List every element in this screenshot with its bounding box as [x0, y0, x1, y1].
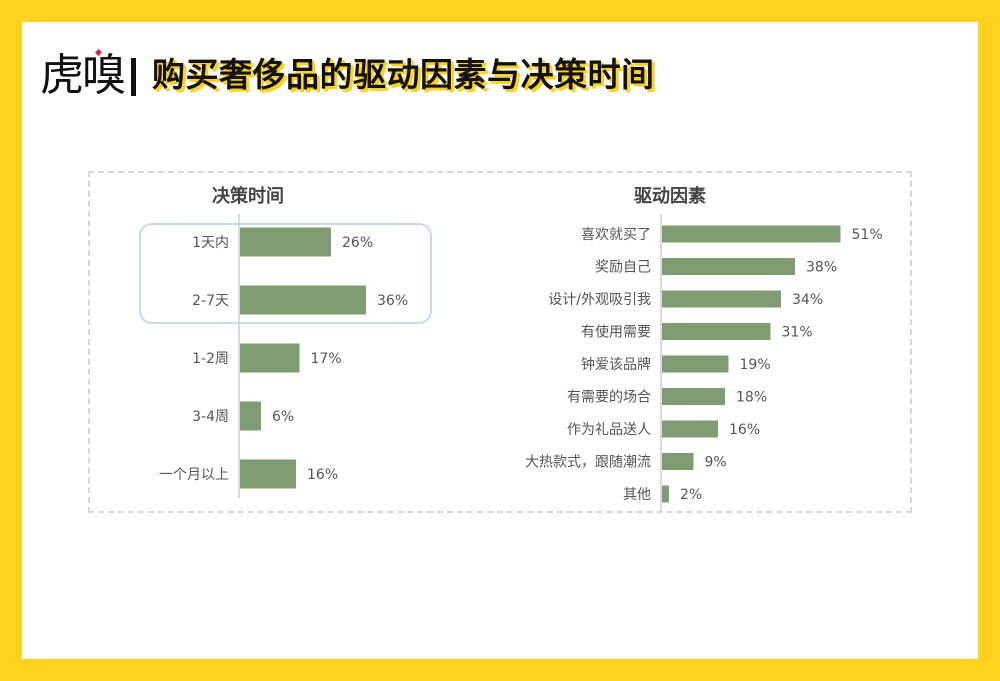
value-label: 36% — [377, 293, 408, 309]
category-label: 钟爱该品牌 — [581, 356, 651, 373]
category-label: 设计/外观吸引我 — [548, 292, 651, 308]
value-label: 38% — [806, 260, 837, 276]
bar — [662, 485, 669, 503]
category-label: 作为礼品送人 — [567, 422, 651, 438]
brand-logo: 虎嗅 — [40, 50, 126, 101]
category-label: 一个月以上 — [159, 467, 229, 483]
chart-title: 决策时间 — [212, 185, 284, 207]
content-card: 虎嗅 购买奢侈品的驱动因素与决策时间 — [22, 22, 978, 659]
bar — [662, 225, 841, 243]
value-label: 31% — [782, 325, 813, 341]
bar — [662, 388, 725, 405]
bar — [240, 227, 331, 257]
title-separator — [131, 58, 136, 96]
bar — [662, 323, 771, 340]
value-label: 17% — [311, 351, 342, 367]
page-title: 购买奢侈品的驱动因素与决策时间 — [152, 55, 655, 94]
bar — [662, 258, 795, 275]
decision-time-chart: 决策时间 1天内 26% 2-7天 36% 1-2周 17% 3-4周 6% 一个月以上 16% — [139, 185, 432, 498]
value-label: 18% — [736, 390, 767, 406]
bar — [240, 343, 300, 373]
value-label: 16% — [307, 467, 338, 483]
value-label: 9% — [705, 455, 727, 471]
value-label: 16% — [729, 422, 760, 438]
chart-panel — [88, 171, 912, 513]
category-label: 有使用需要 — [581, 324, 651, 341]
category-label: 大热款式，跟随潮流 — [525, 455, 651, 471]
bar — [662, 453, 694, 470]
bar — [662, 290, 781, 308]
bar — [240, 401, 261, 431]
bar — [662, 355, 729, 373]
bar — [240, 285, 366, 315]
value-label: 34% — [792, 292, 823, 308]
category-label: 1天内 — [192, 235, 229, 251]
value-label: 6% — [272, 409, 294, 425]
category-label: 1-2周 — [192, 351, 229, 367]
bar — [240, 459, 296, 489]
value-label: 26% — [342, 235, 373, 251]
category-label: 2-7天 — [192, 293, 229, 309]
category-label: 3-4周 — [192, 409, 229, 425]
chart-title: 驱动因素 — [634, 186, 706, 207]
category-label: 奖励自己 — [595, 259, 651, 276]
highlight-box — [139, 223, 432, 324]
category-label: 其他 — [623, 487, 651, 503]
category-label: 有需要的场合 — [567, 390, 651, 406]
bar — [662, 420, 718, 438]
value-label: 51% — [852, 227, 883, 243]
category-label: 喜欢就买了 — [581, 227, 651, 243]
drivers-chart: 驱动因素 喜欢就买了 51% 奖励自己 38% 设计/外观吸引我 34% 有使用需要 31% 钟… — [525, 186, 883, 512]
value-label: 2% — [680, 487, 702, 503]
value-label: 19% — [740, 357, 771, 373]
